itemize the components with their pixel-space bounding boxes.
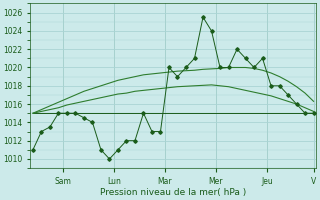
X-axis label: Pression niveau de la mer( hPa ): Pression niveau de la mer( hPa ): [100, 188, 246, 197]
